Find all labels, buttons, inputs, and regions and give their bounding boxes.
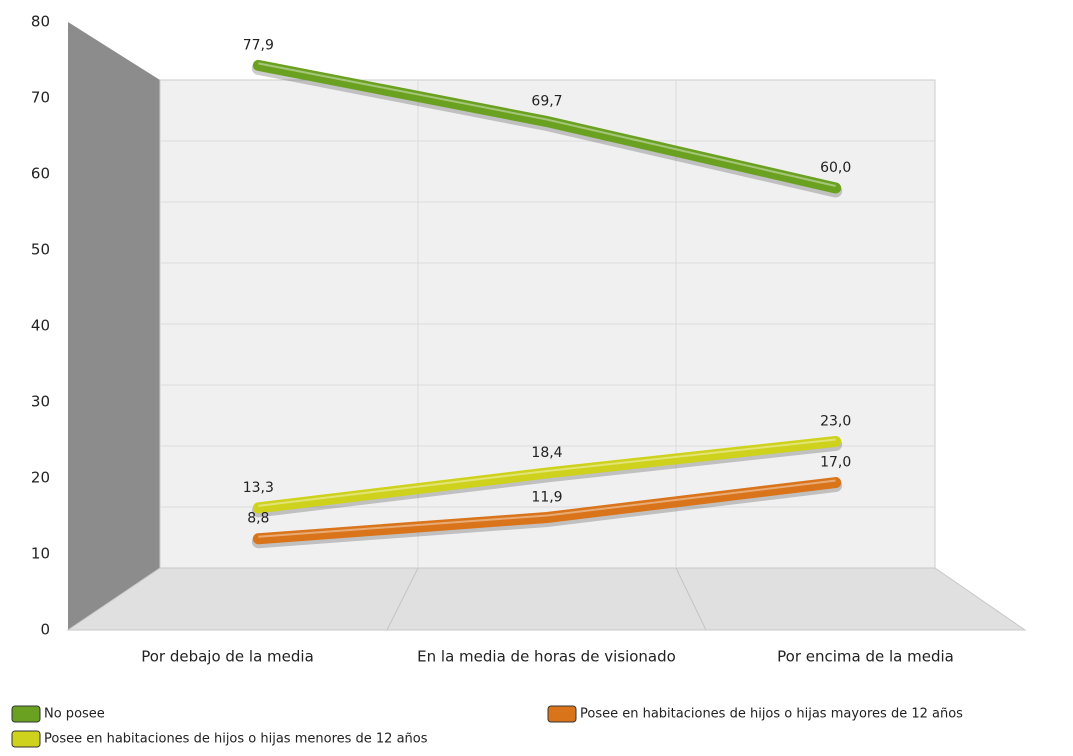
x-tick-label: Por debajo de la media: [141, 648, 314, 666]
legend-label: Posee en habitaciones de hijos o hijas m…: [44, 732, 428, 747]
y-tick-label: 40: [31, 317, 50, 335]
line: [252, 59, 842, 194]
y-tick-label: 0: [40, 621, 50, 639]
data-label: 18,4: [531, 445, 562, 461]
x-tick-label: En la media de horas de visionado: [417, 648, 676, 666]
floor: [66, 567, 1027, 631]
divider: [675, 567, 707, 631]
data-label: 69,7: [531, 94, 562, 110]
legend-swatch: [11, 705, 41, 723]
data-label: 60,0: [820, 160, 851, 176]
x-tick-label: Por encima de la media: [777, 648, 954, 666]
y-tick-label: 10: [31, 545, 50, 563]
line: [252, 435, 842, 514]
data-label: 11,9: [531, 489, 562, 505]
y-tick-label: 50: [31, 241, 50, 259]
y-tick-label: 20: [31, 469, 50, 487]
line-highlight: [258, 479, 836, 538]
line-highlight: [258, 438, 836, 507]
legend-swatch: [547, 705, 577, 723]
y-tick-label: 60: [31, 165, 50, 183]
divider: [386, 567, 419, 631]
side-wall: [68, 22, 160, 630]
y-tick-label: 30: [31, 393, 50, 411]
data-label: 17,0: [820, 455, 851, 471]
data-label: 13,3: [243, 480, 274, 496]
data-label: 8,8: [247, 511, 269, 527]
line: [252, 477, 842, 545]
y-tick-label: 80: [31, 13, 50, 31]
y-tick-label: 70: [31, 89, 50, 107]
data-label: 23,0: [820, 413, 851, 429]
legend-label: No posee: [44, 707, 105, 722]
legend-swatch: [11, 730, 41, 748]
legend-label: Posee en habitaciones de hijos o hijas m…: [580, 707, 963, 722]
data-label: 77,9: [243, 37, 274, 53]
line-highlight: [258, 62, 836, 187]
